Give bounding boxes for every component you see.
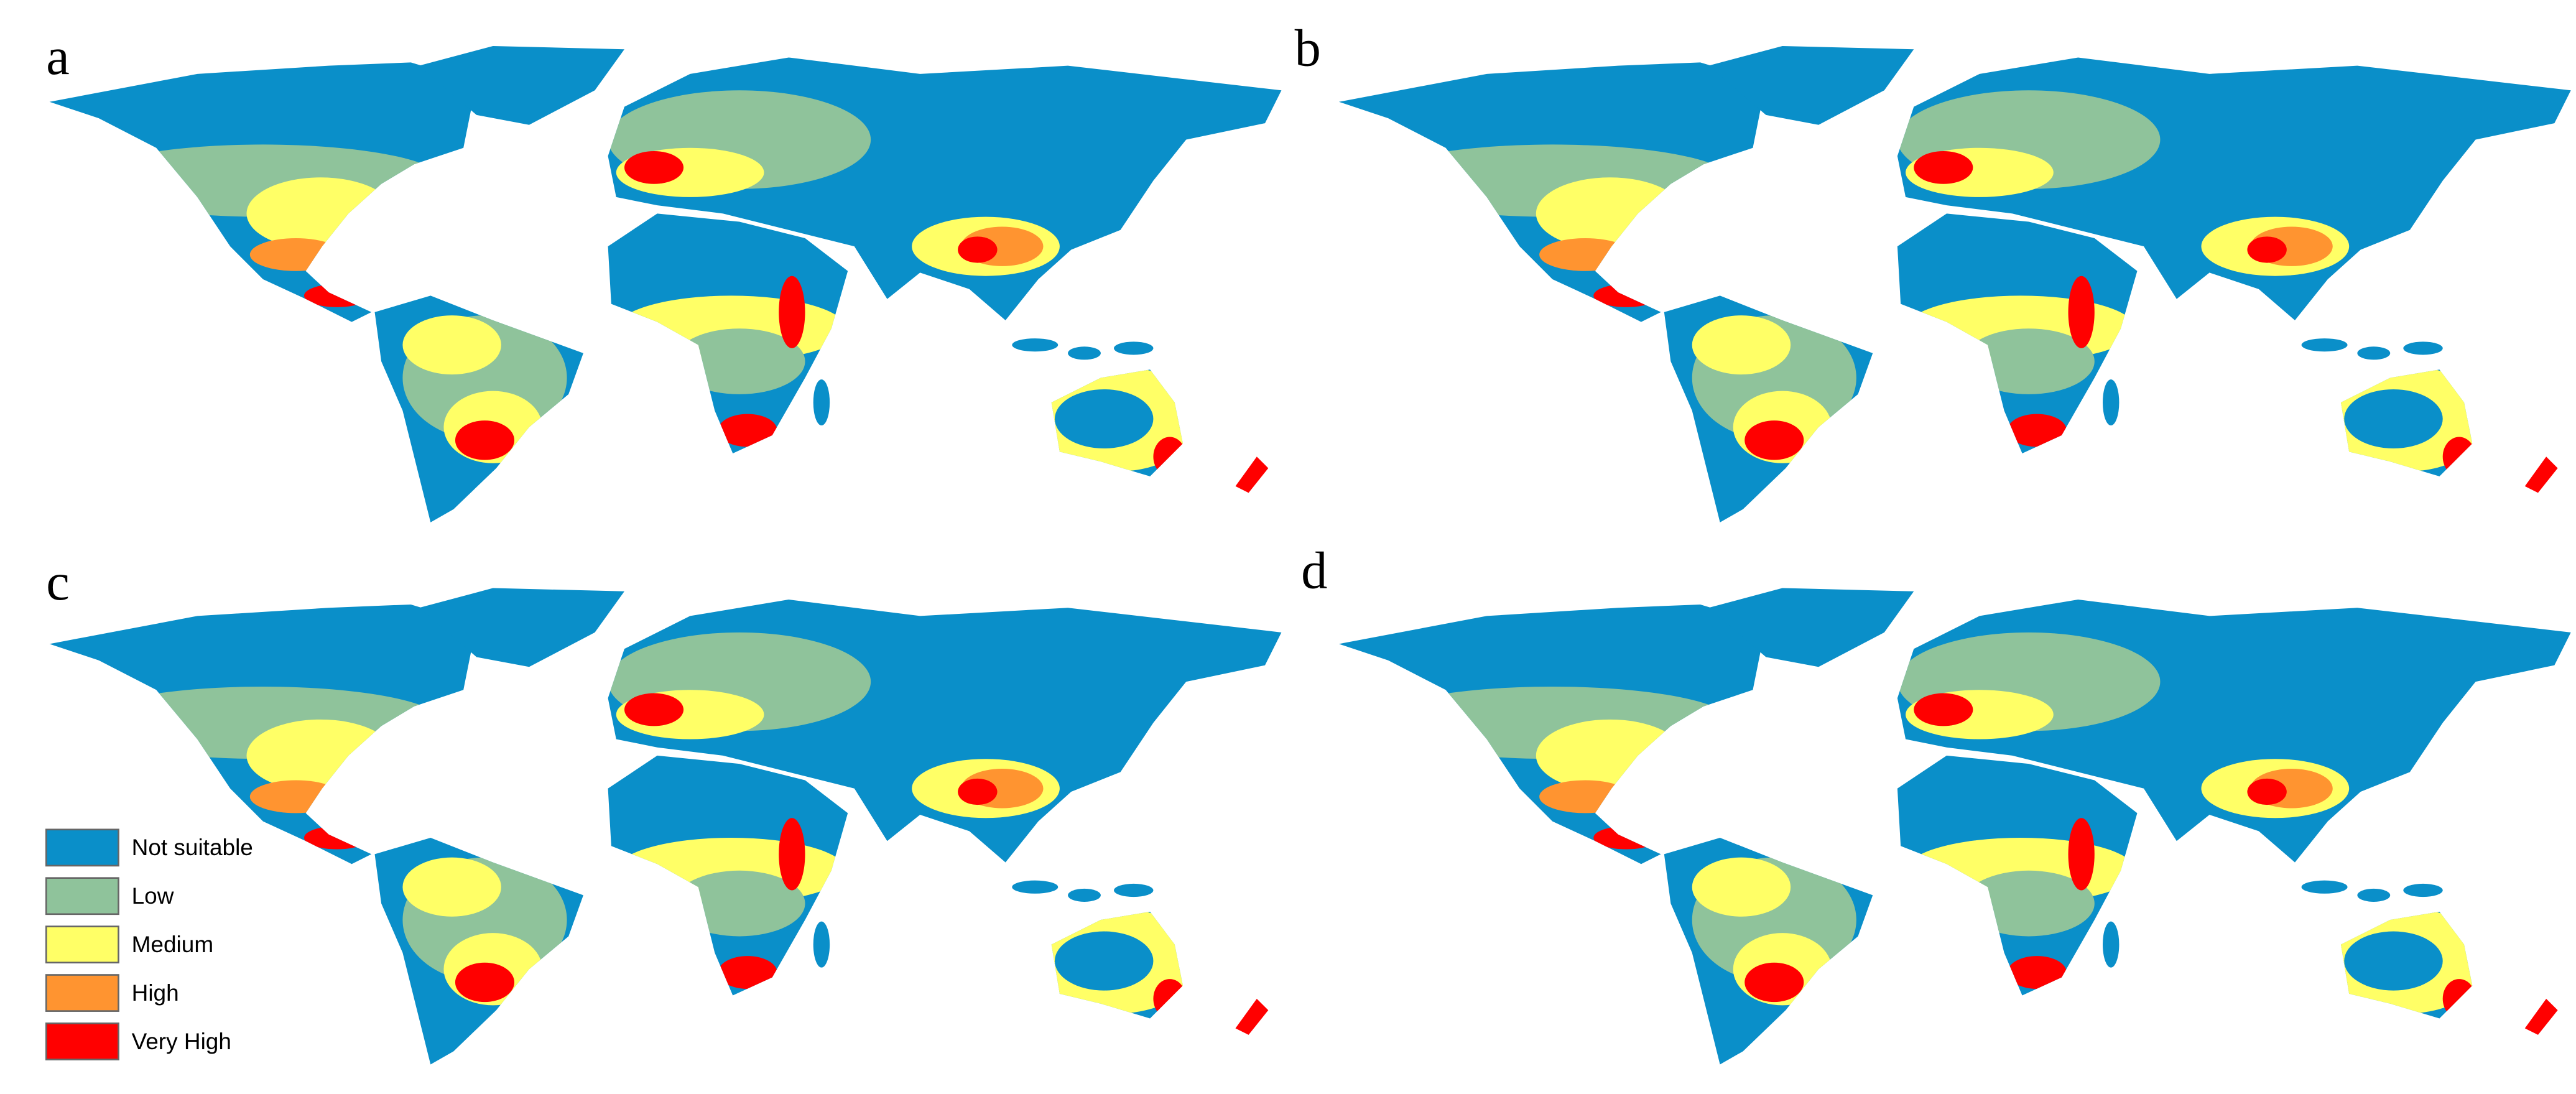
legend-label: Not suitable <box>132 835 253 860</box>
panel-label: b <box>1295 20 1321 78</box>
legend-label: Very High <box>132 1029 231 1054</box>
panel-label: c <box>46 554 70 611</box>
panel-label: d <box>1301 542 1327 600</box>
legend-swatch <box>45 925 119 964</box>
legend-swatch <box>45 877 119 916</box>
map-panel <box>50 588 1282 1065</box>
map-panel <box>1339 46 2571 522</box>
map-panel <box>50 46 1282 522</box>
legend: Not suitable Low Medium High Very High <box>45 828 253 1060</box>
legend-swatch <box>45 828 119 867</box>
legend-label: Medium <box>132 932 214 957</box>
panel-label: a <box>46 28 70 86</box>
legend-swatch <box>45 1022 119 1060</box>
map-panel <box>1339 588 2571 1065</box>
legend-label: Low <box>132 883 174 909</box>
legend-label: High <box>132 980 179 1006</box>
legend-swatch <box>45 974 119 1012</box>
